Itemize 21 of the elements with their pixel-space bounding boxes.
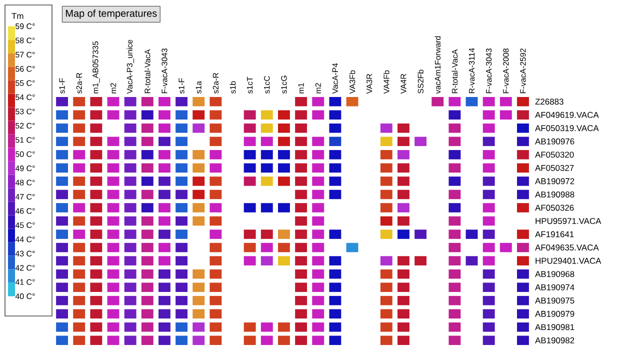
y-tick-label: AF050327 (535, 164, 574, 171)
y-tick-label: AF049635.VACA (535, 244, 599, 251)
chart-title: Map of temperatures (66, 10, 157, 19)
y-tick-label: AB190988 (535, 191, 574, 198)
y-tick-label: AB190972 (535, 178, 574, 184)
y-tick-label: AB190979 (535, 310, 574, 317)
color-bar-title: Tm (12, 13, 24, 19)
y-tick-label: AB190982 (535, 337, 574, 344)
y-tick-label: AF191641 (535, 231, 574, 238)
y-tick-label: AF050319.VACA (535, 125, 599, 132)
y-tick-label: Z26883 (535, 98, 564, 105)
y-tick-label: AF049619.VACA (535, 112, 599, 118)
y-tick-label: AB190981 (535, 324, 574, 330)
y-tick-label: AF050320 (535, 152, 574, 158)
y-tick-label: AB190975 (535, 298, 574, 304)
y-tick-label: HPU95971.VACA (536, 218, 602, 224)
y-tick-label: AF050326 (535, 204, 574, 211)
y-tick-label: AB190968 (535, 271, 574, 278)
y-tick-label: AB190976 (535, 138, 574, 144)
y-tick-label: AB190974 (535, 284, 574, 290)
y-tick-label: HPU29401.VACA (536, 258, 602, 264)
